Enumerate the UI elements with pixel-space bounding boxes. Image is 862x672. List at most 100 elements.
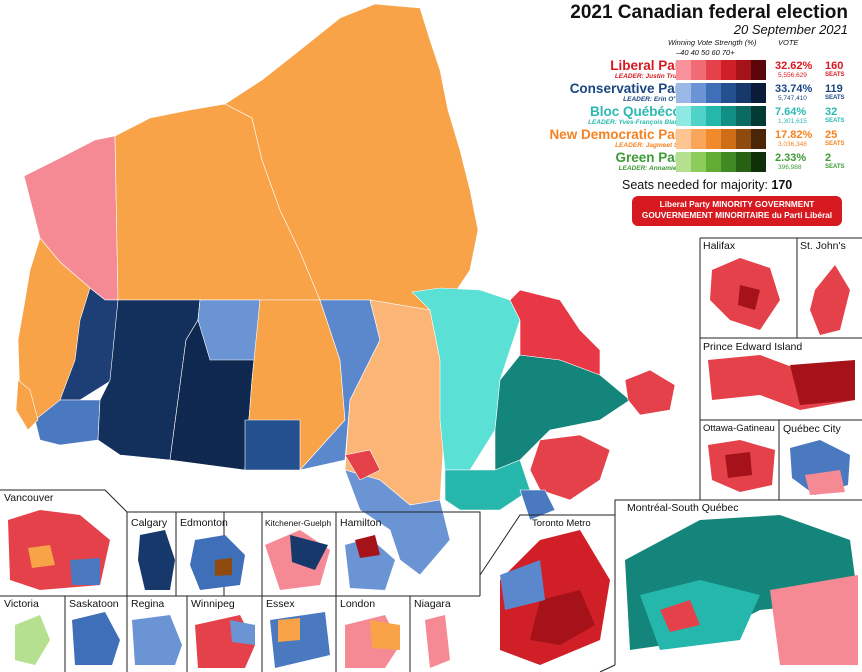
strength-swatch: [706, 152, 721, 172]
inset-label-pei: Prince Edward Island: [703, 341, 803, 353]
banner-line-english: Liberal Party MINORITY GOVERNMENT: [659, 199, 815, 209]
map-title-block: 2021 Canadian federal election 20 Septem…: [570, 2, 848, 37]
party-leader: LEADER: Erin O'Toole: [623, 96, 692, 103]
inset-stjohns-map: [810, 265, 850, 335]
inset-edmonton-map: [190, 535, 245, 590]
party-row-ndp: New Democratic Party LEADER: Jagmeet Sin…: [520, 127, 855, 152]
party-name: Liberal Party: [610, 58, 692, 73]
inset-label-essex: Essex: [266, 598, 295, 610]
party-vote-count: 5,747,410: [778, 95, 807, 102]
party-seats: 2: [825, 152, 832, 164]
strength-swatch: [706, 129, 721, 149]
strength-swatch: [676, 106, 691, 126]
party-name: Bloc Québécois: [589, 104, 692, 119]
inset-london-map: [345, 615, 400, 668]
strength-swatch: [691, 83, 706, 103]
region-maritimes: [529, 434, 611, 501]
party-seats: 32: [825, 106, 838, 118]
party-name: Conservative Party: [569, 81, 692, 96]
party-seats: 25: [825, 129, 838, 141]
inset-label-regina: Regina: [131, 598, 165, 610]
inset-label-edmonton: Edmonton: [180, 517, 228, 529]
majority-line: Seats needed for majority: 170: [622, 178, 792, 192]
region-ontario-south: [344, 469, 451, 576]
strength-swatches: [676, 152, 766, 172]
inset-label-hamilton: Hamilton: [340, 517, 382, 529]
inset-hamilton-map: [345, 535, 395, 590]
strength-swatch: [691, 60, 706, 80]
strength-swatch: [676, 60, 691, 80]
party-vote-count: 5,556,629: [778, 72, 807, 79]
inset-calgary-map: [138, 530, 175, 590]
party-seats-label: SEATS: [825, 118, 845, 124]
strength-swatch: [751, 83, 766, 103]
party-seats: 119: [825, 83, 843, 95]
strength-swatch: [676, 83, 691, 103]
inset-label-vancouver: Vancouver: [4, 492, 54, 504]
region-vancouver-island: [15, 379, 39, 431]
inset-halifax-map: [710, 258, 780, 330]
inset-label-st-johns: St. John's: [800, 240, 846, 252]
inset-saskatoon-map: [72, 612, 120, 665]
strength-swatch: [721, 152, 736, 172]
legend-strength-ticks: –40 40 50 60 70+: [676, 48, 735, 57]
strength-swatches: [676, 129, 766, 149]
result-banner: Liberal Party MINORITY GOVERNMENT GOUVER…: [632, 196, 842, 226]
party-row-liberal: Liberal Party LEADER: Justin Trudeau 32.…: [520, 58, 855, 83]
inset-label-toronto: Toronto Metro: [532, 518, 591, 529]
strength-swatches: [676, 60, 766, 80]
party-leader: LEADER: Annamie Paul: [618, 165, 692, 172]
party-leader: LEADER: Jagmeet Singh: [615, 142, 692, 149]
party-vote-pct: 7.64%: [775, 106, 807, 118]
strength-swatch: [721, 83, 736, 103]
inset-label-ottawa-gatineau: Ottawa-Gatineau: [703, 423, 775, 434]
strength-swatch: [736, 83, 751, 103]
party-name: Green Party: [615, 150, 692, 165]
party-leader: LEADER: Justin Trudeau: [614, 73, 692, 80]
strength-swatches: [676, 106, 766, 126]
party-vote-pct: 33.74%: [775, 83, 813, 95]
region-labrador: [509, 289, 601, 376]
party-vote-pct: 17.82%: [775, 129, 813, 141]
region-manitoba-south: [244, 419, 301, 471]
party-seats-label: SEATS: [825, 164, 845, 170]
strength-swatch: [751, 106, 766, 126]
inset-label-winnipeg: Winnipeg: [191, 598, 235, 610]
inset-label-london: London: [340, 598, 376, 610]
inset-essex-map: [270, 612, 330, 668]
inset-frames: [0, 237, 862, 672]
party-seats-label: SEATS: [825, 72, 845, 78]
strength-swatch: [706, 106, 721, 126]
inset-victoria-map: [15, 615, 50, 665]
party-vote-pct: 32.62%: [775, 60, 813, 72]
party-row-green: Green Party LEADER: Annamie Paul 2.33% 3…: [520, 150, 855, 175]
party-leader: LEADER: Yves-François Blanchet: [587, 119, 692, 126]
strength-swatch: [751, 60, 766, 80]
party-row-bloc: Bloc Québécois LEADER: Yves-François Bla…: [520, 104, 855, 129]
region-nunavut: [224, 3, 479, 311]
strength-swatch: [736, 60, 751, 80]
party-seats-label: SEATS: [825, 141, 845, 147]
region-newfoundland: [624, 369, 676, 416]
inset-label-victoria: Victoria: [4, 598, 39, 610]
inset-niagara-map: [425, 615, 450, 668]
majority-value: 170: [771, 178, 793, 192]
region-sask-north: [197, 299, 261, 361]
map-title: 2021 Canadian federal election: [570, 2, 848, 23]
party-seats-label: SEATS: [825, 95, 845, 101]
strength-swatches: [676, 83, 766, 103]
inset-label-saskatoon: Saskatoon: [69, 598, 119, 610]
inset-toronto-map: [500, 530, 610, 665]
legend-strength-header: Winning Vote Strength (%): [668, 38, 757, 47]
strength-swatch: [676, 152, 691, 172]
party-vote-count: 396,988: [778, 164, 802, 171]
inset-montreal-map: [625, 515, 858, 665]
region-ontario-red: [344, 449, 381, 481]
region-maritimes-blue: [519, 489, 556, 521]
strength-swatch: [736, 106, 751, 126]
inset-label-montreal: Montréal-South Québec: [627, 502, 739, 514]
strength-swatch: [706, 83, 721, 103]
strength-swatch: [676, 129, 691, 149]
party-vote-count: 1,301,615: [778, 118, 807, 125]
